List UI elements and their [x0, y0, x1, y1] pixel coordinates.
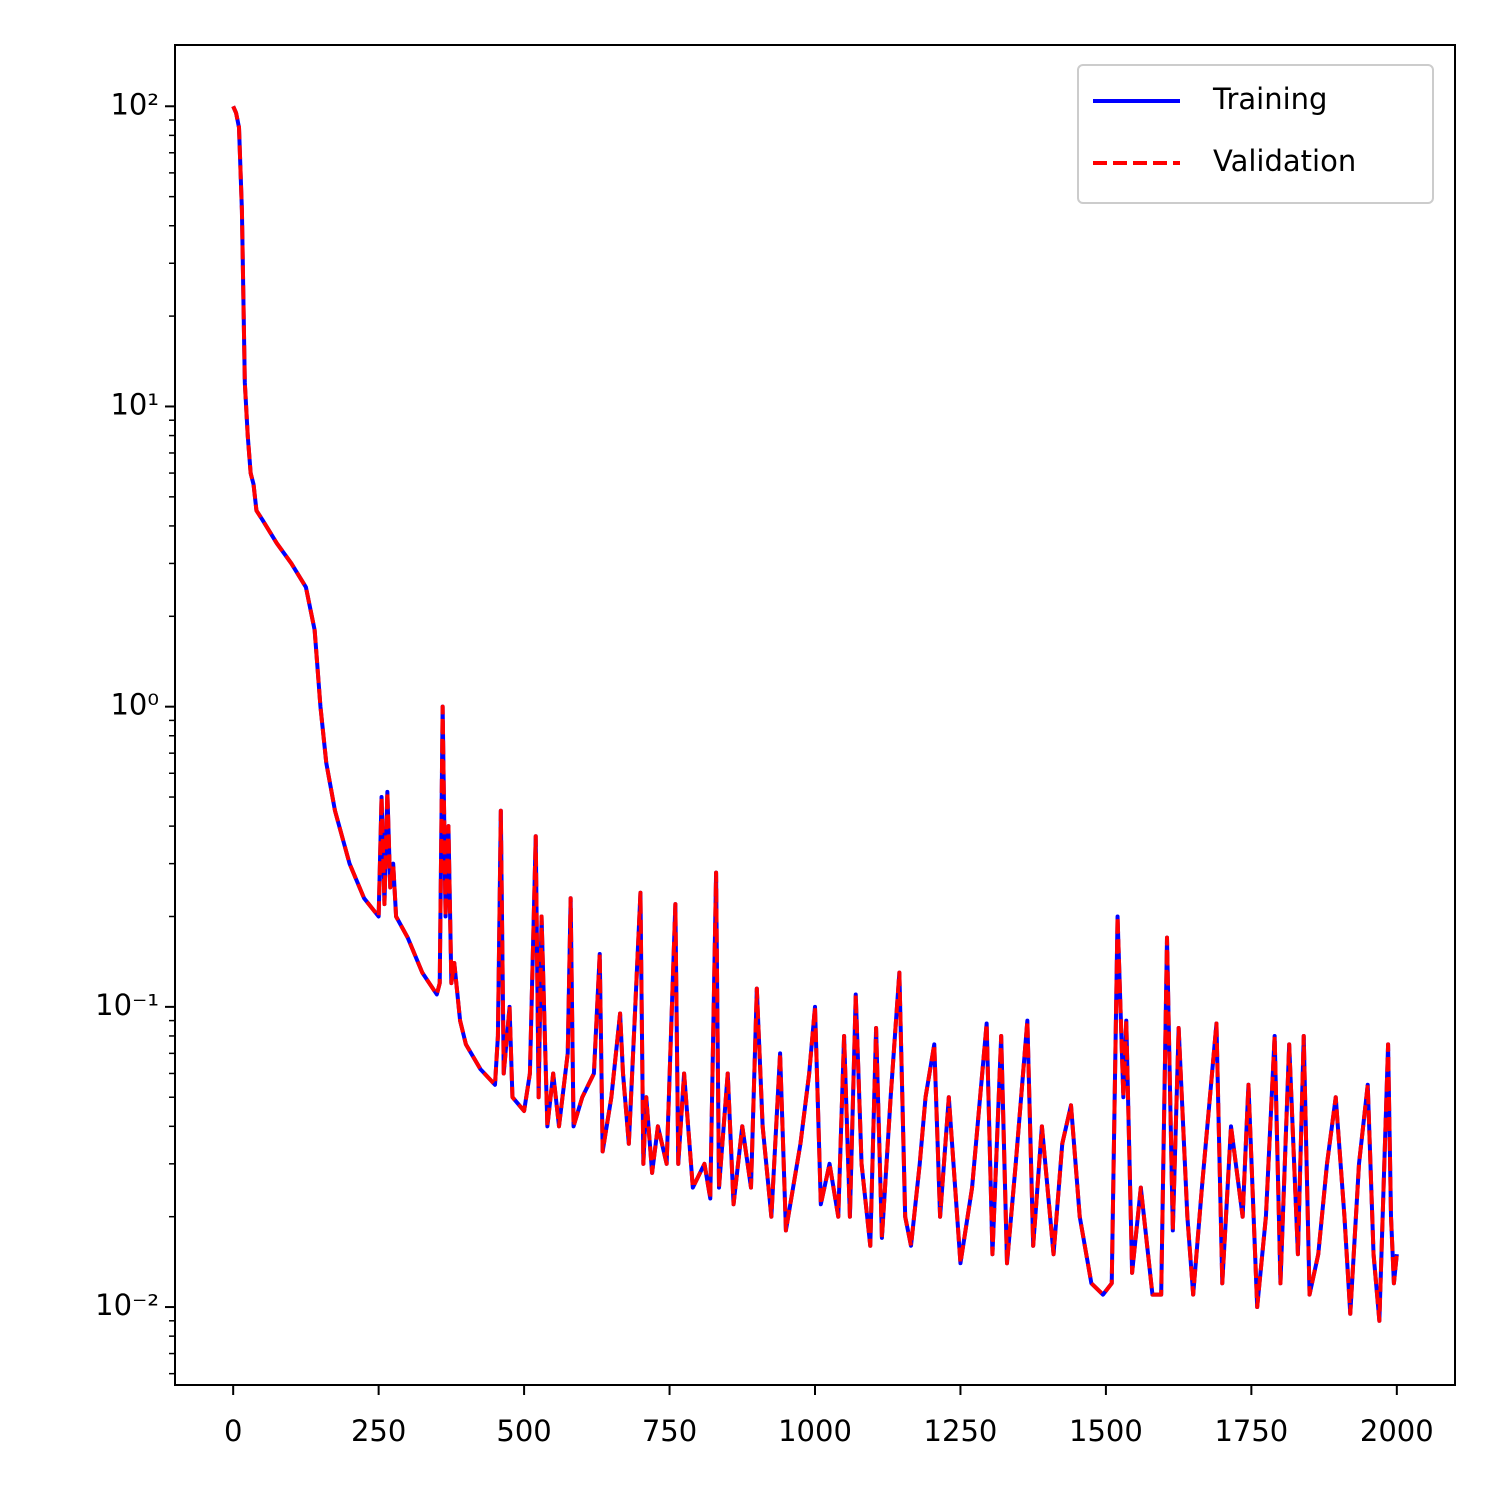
x-tick-label: 1500 — [1069, 1414, 1143, 1448]
x-tick-label: 750 — [642, 1414, 697, 1448]
legend-label: Training — [1212, 82, 1327, 116]
y-tick-label: 10¹ — [110, 387, 159, 421]
y-tick-label: 10² — [110, 87, 159, 121]
x-tick-label: 0 — [224, 1414, 242, 1448]
y-tick-label: 10⁰ — [110, 688, 159, 722]
x-tick-label: 1250 — [924, 1414, 998, 1448]
x-tick-label: 250 — [351, 1414, 406, 1448]
series-line — [231, 105, 1399, 1323]
y-tick-label: 10⁻² — [95, 1288, 159, 1322]
x-tick-label: 1750 — [1214, 1414, 1288, 1448]
x-tick-label: 1000 — [778, 1414, 852, 1448]
plot-frame — [174, 44, 1456, 1386]
x-tick-label: 500 — [496, 1414, 551, 1448]
y-tick-label: 10⁻¹ — [95, 988, 159, 1022]
legend-label: Validation — [1213, 144, 1356, 178]
series-line — [231, 105, 1399, 1323]
x-tick-label: 2000 — [1360, 1414, 1434, 1448]
